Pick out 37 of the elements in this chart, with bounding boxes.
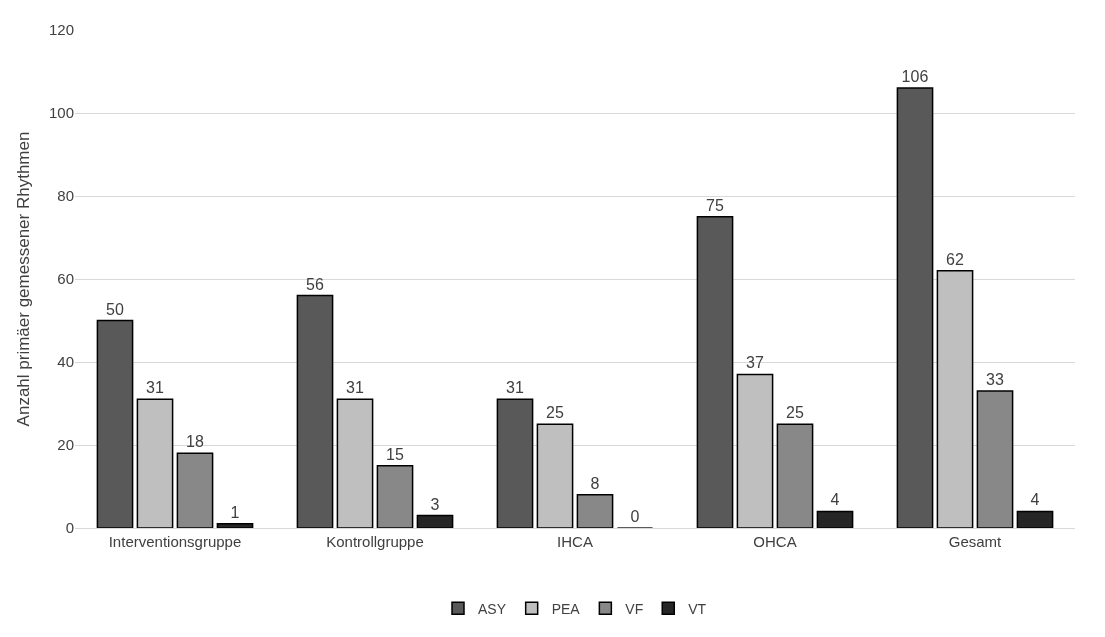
y-tick-label: 120	[48, 21, 74, 39]
y-tick-label: 0	[65, 519, 74, 537]
data-label: 25	[786, 404, 804, 422]
data-label: 3	[430, 495, 440, 513]
x-tick-label: OHCA	[753, 533, 797, 550]
data-label: 106	[901, 68, 929, 86]
data-label: 31	[146, 379, 164, 397]
y-tick-label: 80	[57, 187, 74, 205]
data-label: 31	[346, 379, 364, 397]
data-label: 50	[106, 300, 124, 318]
legend-label: VT	[688, 600, 707, 617]
legend-label: PEA	[551, 600, 581, 617]
x-tick-label: Kontrollgruppe	[326, 533, 424, 550]
y-tick-label: 40	[57, 353, 74, 371]
x-tick-label: Interventionsgruppe	[108, 533, 242, 550]
legend-label: VF	[625, 600, 644, 617]
data-label: 75	[706, 196, 724, 214]
data-label: 4	[830, 491, 840, 509]
data-label: 18	[186, 433, 204, 451]
data-label: 0	[630, 508, 640, 525]
y-axis-title: Anzahl primäer gemessener Rhythmen	[13, 131, 33, 427]
data-label: 33	[986, 371, 1004, 389]
legend-label: ASY	[478, 600, 507, 617]
y-tick-label: 100	[48, 104, 74, 122]
x-tick-label: Gesamt	[948, 533, 1003, 550]
data-label: 15	[386, 445, 404, 463]
y-tick-label: 60	[57, 270, 74, 288]
x-tick-label: IHCA	[557, 533, 593, 550]
y-tick-label: 20	[57, 436, 74, 454]
data-label: 4	[1030, 491, 1040, 509]
data-label: 8	[590, 474, 600, 492]
data-label: 25	[546, 404, 564, 422]
data-label: 1	[230, 503, 240, 521]
data-label: 31	[506, 379, 524, 397]
data-label: 56	[306, 275, 324, 293]
data-label: 37	[746, 354, 764, 372]
data-label: 62	[946, 250, 964, 268]
